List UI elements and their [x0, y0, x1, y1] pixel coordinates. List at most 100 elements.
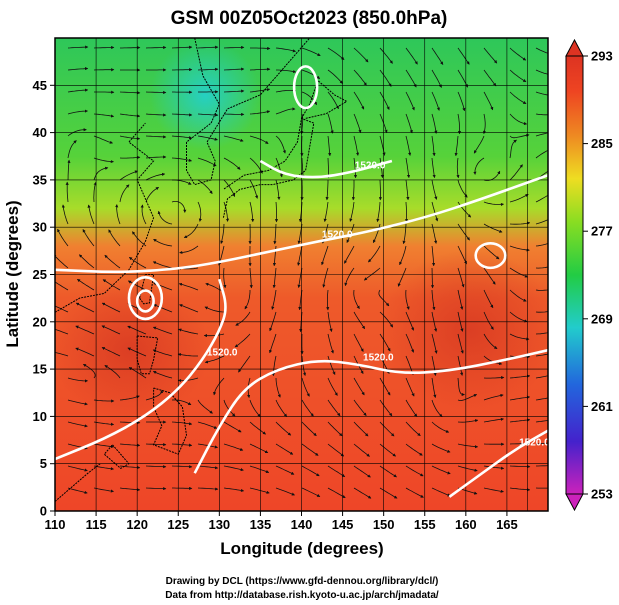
streamline	[223, 179, 236, 197]
streamline	[223, 157, 241, 170]
streamline	[249, 88, 271, 93]
streamline	[431, 289, 436, 311]
colorbar-tick-label: 269	[591, 311, 613, 326]
y-tick-label: 5	[40, 456, 47, 471]
y-tick-label: 30	[33, 220, 47, 235]
streamline	[353, 91, 365, 110]
streamline	[483, 47, 498, 64]
streamline	[244, 290, 251, 310]
streamline	[457, 333, 464, 354]
x-tick-label: 110	[45, 517, 66, 532]
colorbar-tick-label: 293	[591, 49, 613, 64]
cold-anomaly	[150, 40, 260, 150]
streamline	[405, 333, 414, 353]
x-tick-label: 145	[332, 517, 354, 532]
streamline	[213, 377, 225, 396]
streamline	[326, 289, 330, 311]
colorbar-tick-label: 285	[591, 136, 613, 151]
streamline	[509, 289, 527, 302]
streamline	[473, 135, 485, 154]
streamline	[483, 487, 504, 493]
streamline	[431, 157, 436, 179]
streamline	[82, 363, 96, 379]
streamline	[379, 377, 391, 396]
streamline	[431, 47, 444, 65]
streamline	[535, 149, 548, 159]
streamline	[483, 267, 496, 285]
streamline	[249, 421, 267, 435]
y-tick-label: 15	[33, 362, 47, 377]
streamline	[509, 113, 528, 126]
streamline	[353, 113, 362, 134]
streamline	[353, 421, 369, 437]
streamline	[67, 45, 89, 49]
streamline	[457, 179, 468, 198]
streamline	[535, 243, 548, 247]
streamline	[457, 443, 479, 449]
streamline	[327, 69, 343, 84]
streamline	[276, 69, 297, 74]
streamline	[405, 465, 424, 477]
streamline	[275, 487, 295, 496]
streamline	[379, 421, 395, 437]
streamline	[145, 486, 167, 491]
streamline	[457, 245, 467, 265]
streamline	[171, 399, 192, 406]
streamline	[535, 132, 548, 137]
coastline	[222, 117, 315, 218]
warm-anomaly	[380, 250, 548, 410]
coastline	[136, 335, 159, 375]
streamline	[321, 245, 329, 266]
streamline	[353, 443, 370, 457]
streamline	[482, 113, 487, 135]
streamline	[405, 311, 414, 331]
streamline	[197, 421, 218, 429]
streamline	[249, 201, 255, 223]
streamline	[509, 164, 523, 181]
height-contours: 1520.0 1520.0 1520.0 1520.0 1520.0	[55, 65, 548, 498]
streamline	[197, 67, 219, 71]
streamline	[249, 465, 270, 473]
streamline	[457, 355, 464, 376]
streamline	[405, 91, 415, 111]
contour-label: 1520.0	[355, 160, 386, 171]
streamline	[379, 333, 391, 352]
x-axis-ticks: 110 115 120 125 130 135 140 145 150 155 160 165	[45, 511, 518, 532]
streamline	[197, 179, 213, 195]
x-tick-label: 125	[167, 517, 189, 532]
streamline	[405, 377, 415, 397]
streamline	[379, 443, 397, 457]
streamline	[397, 267, 407, 287]
y-tick-label: 35	[33, 172, 47, 187]
streamline	[93, 166, 109, 181]
streamline	[93, 157, 114, 164]
streamline	[509, 47, 527, 61]
streamline	[379, 465, 397, 478]
streamline	[327, 377, 338, 396]
streamline	[364, 267, 381, 281]
streamline	[249, 443, 269, 454]
streamline	[171, 201, 187, 213]
streamline	[535, 375, 548, 379]
streamline	[178, 282, 199, 291]
streamline	[275, 399, 288, 418]
streamline	[179, 245, 199, 255]
streamline	[457, 289, 464, 310]
streamline	[327, 47, 345, 60]
streamline	[93, 181, 97, 203]
y-axis-ticks: 0 5 10 15 20 25 30 35 40 45	[33, 78, 55, 519]
streamline	[535, 266, 548, 269]
streamline	[171, 421, 193, 426]
streamline	[119, 420, 141, 425]
streamline	[327, 135, 332, 157]
streamline	[323, 201, 329, 223]
streamline	[509, 395, 531, 401]
y-tick-label: 25	[33, 267, 47, 282]
streamline	[152, 326, 173, 335]
streamline	[119, 170, 139, 181]
streamline	[275, 157, 283, 178]
streamline	[101, 325, 121, 335]
streamline	[119, 135, 141, 141]
streamline	[483, 311, 494, 330]
contour-line	[448, 429, 548, 498]
